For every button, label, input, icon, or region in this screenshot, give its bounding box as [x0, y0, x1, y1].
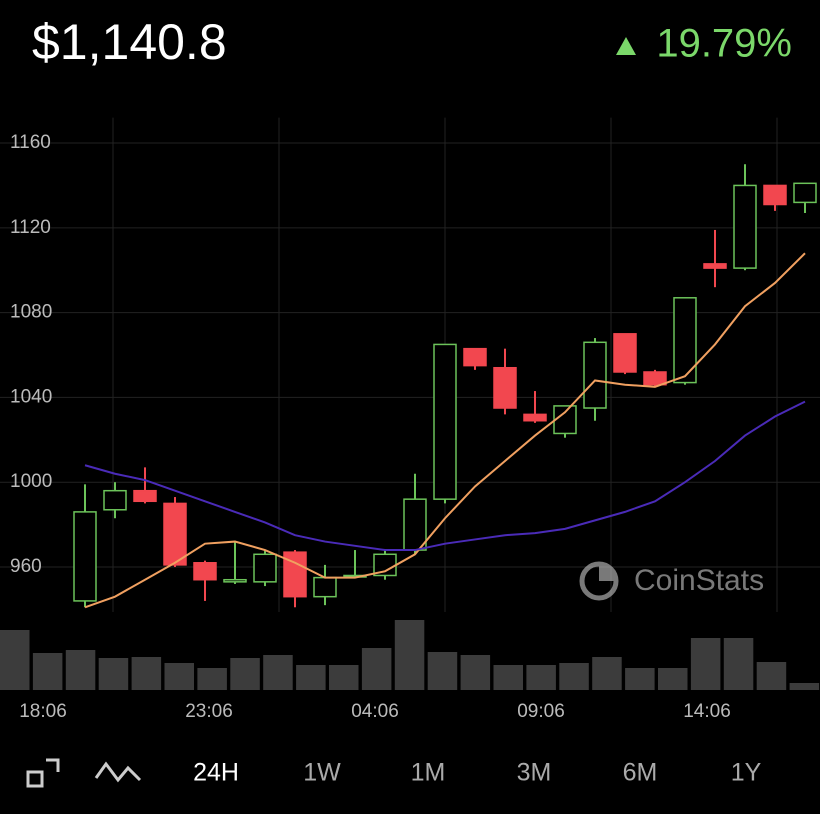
candle-body: [763, 184, 787, 206]
volume-bar: [756, 662, 787, 690]
y-tick-label: 1120: [10, 217, 51, 238]
timeframe-button[interactable]: 1Y: [731, 759, 762, 787]
watermark-text: CoinStats: [634, 564, 764, 597]
candle-body: [133, 489, 157, 503]
timeframe-button[interactable]: 3M: [517, 759, 552, 787]
expand-icon[interactable]: [26, 758, 60, 788]
candle-body: [463, 347, 487, 367]
candle-body: [253, 553, 277, 583]
candle-body: [493, 366, 517, 409]
candle-body: [103, 489, 127, 511]
volume-bar: [789, 683, 820, 690]
volume-bar: [230, 658, 260, 690]
volume-bar: [690, 638, 721, 690]
price-change: 19.79%: [656, 22, 792, 66]
y-tick-label: 1040: [10, 386, 52, 407]
volume-bar: [658, 668, 688, 690]
candle-body: [643, 371, 667, 386]
candle-body: [583, 341, 607, 409]
timeframe-button[interactable]: 1M: [411, 759, 446, 787]
volume-bar: [361, 648, 392, 690]
volume-bar: [164, 663, 194, 690]
x-tick-label: 14:06: [683, 701, 731, 722]
volume-bar: [197, 668, 227, 690]
line-chart-icon[interactable]: [94, 761, 142, 783]
volume-bar: [98, 658, 129, 690]
volume-bar: [296, 665, 326, 690]
watermark-logo-slice: [599, 566, 614, 581]
watermark: CoinStats: [579, 561, 764, 601]
candle-body: [223, 578, 247, 583]
candle-body: [733, 184, 757, 269]
change-arrow: [616, 37, 636, 55]
candle-body: [703, 263, 727, 269]
candle-body: [193, 562, 217, 581]
candle-body: [403, 498, 427, 551]
candle-body: [553, 405, 577, 435]
volume-bar: [493, 665, 523, 690]
timeframe-button[interactable]: 1W: [303, 759, 341, 787]
candle-body: [433, 343, 457, 500]
timeframe-button[interactable]: 24H: [193, 759, 239, 787]
watermark-logo: [579, 561, 619, 601]
x-tick-label: 23:06: [185, 701, 233, 722]
timeframe-button[interactable]: 6M: [623, 759, 658, 787]
volume-bar: [592, 657, 622, 690]
candle-body: [523, 413, 547, 422]
x-tick-label: 09:06: [517, 701, 565, 722]
y-tick-label: 1160: [10, 132, 51, 153]
moving-average-line: [84, 400, 806, 552]
price: $1,140.8: [32, 14, 227, 70]
volume-bar: [723, 638, 754, 690]
y-tick-label: 1000: [10, 471, 52, 492]
volume-bar: [0, 630, 30, 690]
volume-bar: [394, 620, 425, 690]
candle-body: [283, 551, 307, 598]
candle-body: [793, 182, 817, 204]
volume-bar: [32, 653, 63, 690]
x-tick-label: 18:06: [19, 701, 67, 722]
y-tick-label: 960: [10, 556, 42, 577]
candle-body: [163, 502, 187, 566]
x-tick-label: 04:06: [351, 701, 399, 722]
volume-bar: [263, 655, 293, 690]
volume-bar: [526, 665, 556, 690]
volume-bar: [427, 652, 458, 690]
candle-body: [313, 576, 337, 598]
volume-bar: [625, 668, 655, 690]
volume-bar: [559, 663, 589, 690]
candle-body: [613, 333, 637, 373]
volume-bar: [460, 655, 491, 690]
volume-bar: [65, 650, 96, 690]
volume-bar: [329, 665, 359, 690]
y-tick-label: 1080: [10, 302, 52, 323]
candle-body: [73, 511, 97, 602]
volume-bar: [131, 657, 162, 690]
moving-average-line: [84, 252, 806, 609]
candle-body: [673, 297, 697, 384]
